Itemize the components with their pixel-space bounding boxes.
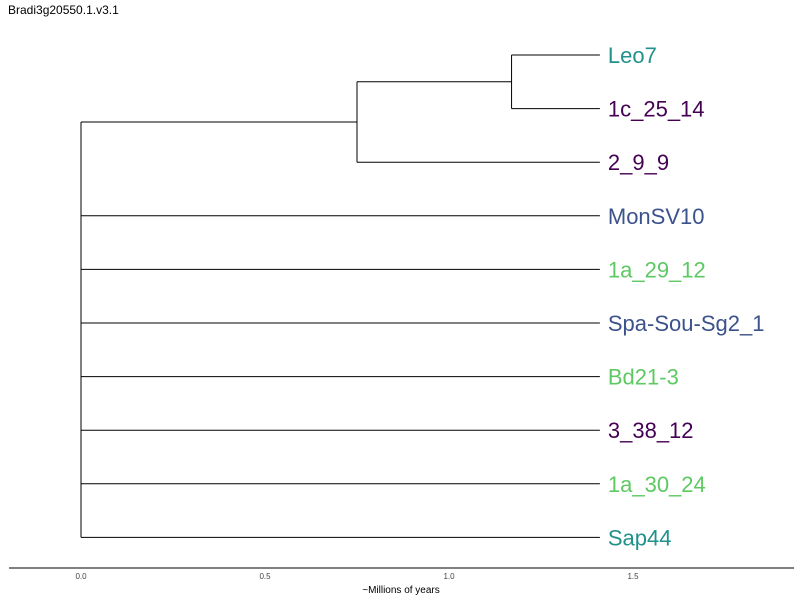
x-tick-label: 0.5	[259, 572, 271, 581]
tip-label: 1c_25_14	[608, 97, 705, 122]
tip-label: 3_38_12	[608, 418, 694, 443]
x-axis: 0.0 0.5 1.0 1.5 ~Millions of years	[9, 567, 794, 596]
chart-title: Bradi3g20550.1.v3.1	[8, 3, 119, 17]
tip-label: Bd21-3	[608, 365, 679, 390]
x-tick-label: 1.0	[443, 572, 455, 581]
tip-label: Leo7	[608, 43, 657, 68]
x-tick-label: 1.5	[627, 572, 639, 581]
tip-label: Spa-Sou-Sg2_1	[608, 311, 765, 336]
tree-branches	[80, 54, 600, 538]
tip-label: 2_9_9	[608, 150, 669, 175]
x-axis-ticks: 0.0 0.5 1.0 1.5	[75, 572, 639, 581]
tip-label: 1a_29_12	[608, 257, 706, 282]
tip-label: MonSV10	[608, 204, 705, 229]
x-tick-label: 0.0	[75, 572, 87, 581]
x-axis-title: ~Millions of years	[362, 585, 440, 596]
tip-label: 1a_30_24	[608, 472, 706, 497]
tip-labels: Leo7 1c_25_14 2_9_9 MonSV10 1a_29_12 Spa-Sou-…	[608, 43, 765, 550]
tip-label: Sap44	[608, 525, 672, 550]
